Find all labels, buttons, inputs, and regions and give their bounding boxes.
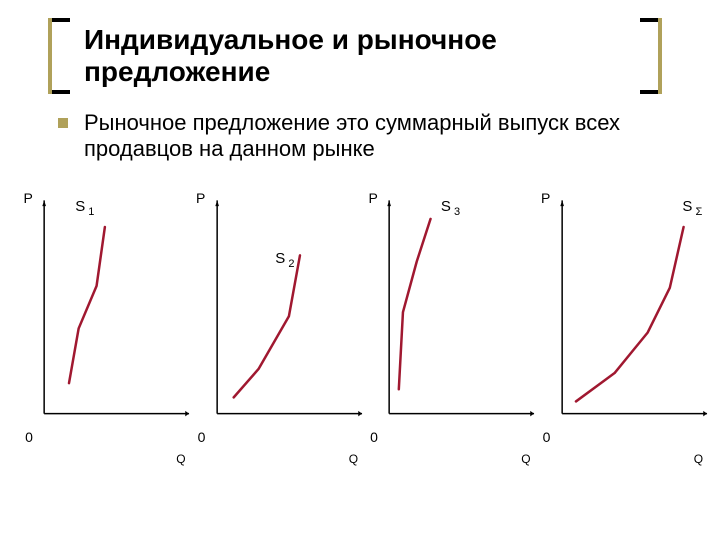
series-label: S 1 [75,198,94,218]
y-axis-label: P [368,190,377,206]
y-axis-label: P [196,190,205,206]
origin-label: 0 [25,429,33,445]
series-label: S Σ [682,198,702,218]
x-axis-label: Q [176,452,185,466]
x-axis-label: Q [521,452,530,466]
origin-label: 0 [198,429,206,445]
origin-label: 0 [370,429,378,445]
x-axis-label: Q [694,452,703,466]
series-label: S 3 [441,198,460,218]
bullet-text: Рыночное предложение это суммарный выпус… [84,110,680,162]
bullet-marker [58,118,68,128]
chart-2: PQ0S 2 [193,190,366,450]
title-bracket-right [640,18,662,94]
title-block: Индивидуальное и рыночное предложение [48,18,662,94]
chart-4: PQ0S Σ [538,190,711,450]
y-axis-label: P [541,190,550,206]
series-label: S 2 [275,250,294,270]
x-axis-label: Q [349,452,358,466]
chart-3: PQ0S 3 [365,190,538,450]
title-bracket-left [48,18,70,94]
chart-1: PQ0S 1 [20,190,193,450]
charts-area: PQ0S 1PQ0S 2PQ0S 3PQ0S Σ [20,190,710,450]
y-axis-label: P [23,190,32,206]
slide-title: Индивидуальное и рыночное предложение [70,18,640,94]
bullet-row: Рыночное предложение это суммарный выпус… [58,110,680,162]
origin-label: 0 [543,429,551,445]
